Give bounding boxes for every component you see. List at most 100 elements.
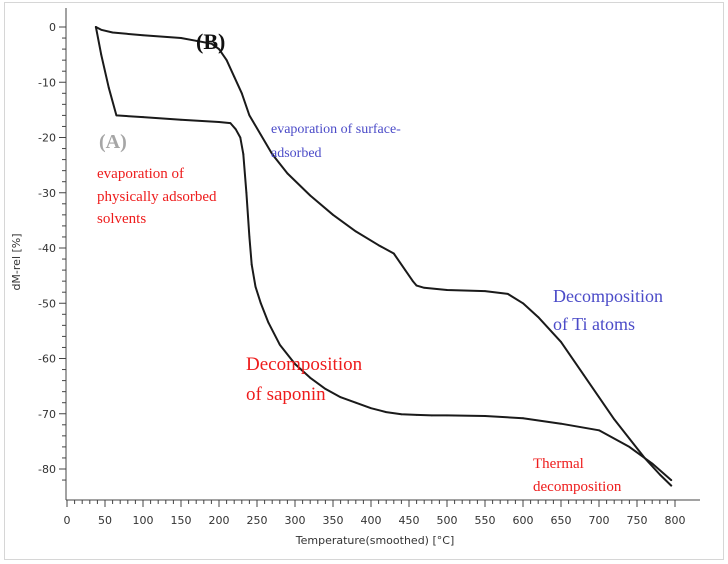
annotation-label: solvents [97,211,146,227]
y-tick-label: -70 [38,408,56,421]
annotation-label: Thermal [533,456,584,472]
data-point [100,28,103,31]
data-point [415,284,418,287]
data-point [278,343,281,346]
data-point [377,244,380,247]
x-tick-label: 0 [64,514,71,527]
x-tick-label: 500 [437,514,458,527]
data-point [446,289,448,291]
data-point [522,417,524,420]
data-point [332,213,334,216]
data-point [239,136,242,139]
data-point [658,473,661,476]
x-tick-label: 100 [133,514,154,527]
data-point [370,407,372,410]
x-tick-label: 50 [98,514,112,527]
x-tick-label: 300 [285,514,306,527]
x-tick-label: 600 [513,514,534,527]
x-tick-label: 700 [589,514,610,527]
data-point [423,286,426,289]
y-tick-label: -60 [38,353,56,366]
annotation-label: (A) [99,131,127,153]
annotation-label: Decomposition [246,354,363,375]
data-point [242,153,245,155]
data-point [218,121,220,123]
data-point [271,153,274,155]
data-point [195,39,198,42]
annotation-label: (B) [196,29,225,54]
data-point [411,280,414,283]
data-point [180,118,182,121]
data-point [240,92,243,95]
data-point [115,114,118,117]
data-point [309,376,312,379]
series-line-a [94,26,673,482]
data-point [286,172,289,175]
x-tick-label: 550 [475,514,496,527]
x-axis-title: Temperature(smoothed) [°C] [295,534,454,547]
data-point [598,396,600,399]
data-point [643,457,646,459]
data-point [400,413,403,416]
data-point [651,462,654,465]
x-tick-label: 250 [247,514,268,527]
annotation-label: of saponin [246,384,326,405]
y-tick-label: -80 [38,463,56,476]
data-point [354,401,357,404]
data-point [385,411,388,413]
data-point [225,59,228,62]
annotation-label: decomposition [533,479,622,495]
series-layer [94,26,673,487]
y-tick-label: -50 [38,297,56,310]
x-tick-label: 650 [551,514,572,527]
data-point [598,429,600,432]
data-point [309,194,312,197]
series-line-b [94,26,673,487]
data-point [250,263,253,266]
y-tick-label: -10 [38,76,56,89]
data-point [404,269,407,271]
annotation-label: evaporation of [97,166,184,182]
data-point [522,302,524,305]
data-point [233,75,236,78]
annotation-label: physically adsorbed [97,189,217,205]
data-point [142,34,144,37]
data-point [628,446,631,448]
data-point [107,86,110,89]
x-tick-label: 200 [209,514,230,527]
data-point [670,484,673,487]
data-point [670,479,673,481]
data-point [248,114,251,117]
data-point [234,128,237,131]
y-tick-label: 0 [49,21,56,34]
annotation-label: of Ti atoms [553,314,635,334]
annotation-label: adsorbed [271,146,322,161]
data-point [248,236,251,238]
data-point [294,363,296,365]
data-point [628,437,631,440]
annotation-layer: (B) (A) evaporation of surface-adsorbed eva… [97,29,663,495]
annotation-label: evaporation of surface- [271,122,401,137]
x-tick-label: 400 [361,514,382,527]
data-point [415,413,418,416]
data-point [100,53,103,56]
y-tick-label: -20 [38,132,56,145]
data-point [259,302,262,305]
data-point [142,116,144,118]
y-tick-label: -40 [38,242,56,255]
data-point [210,42,213,45]
annotation-label: Decomposition [553,286,663,306]
data-point [484,415,486,417]
data-point [560,422,562,425]
x-tick-label: 750 [627,514,648,527]
data-point [180,37,182,39]
data-point [245,191,248,194]
y-tick-label: -30 [38,187,56,200]
x-tick-label: 150 [171,514,192,527]
data-point [218,48,220,50]
data-point [111,31,114,34]
data-point [229,122,232,125]
data-point [392,252,395,255]
